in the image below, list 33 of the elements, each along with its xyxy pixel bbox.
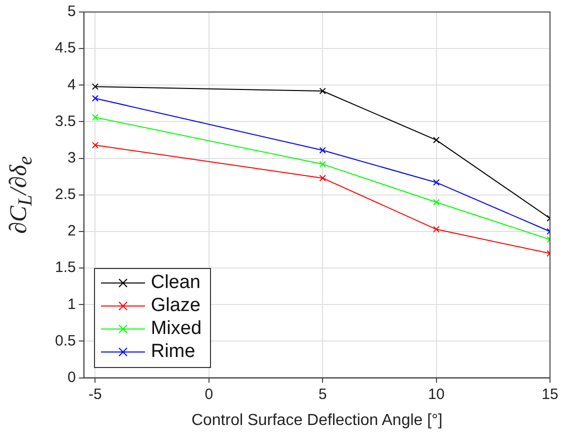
y-tick-label: 1.5 — [54, 259, 76, 276]
y-tick-label: 3.5 — [54, 112, 76, 130]
x-tick-label: 15 — [542, 386, 558, 403]
y-tick-label: 1 — [68, 296, 76, 313]
x-tick-label: 10 — [428, 386, 445, 403]
x-tick-label: -5 — [88, 386, 102, 403]
y-tick-label: 3 — [68, 149, 76, 166]
point — [432, 198, 440, 206]
legend-label: Rime — [150, 341, 196, 364]
point — [92, 95, 99, 102]
legend-label: Mixed — [150, 318, 202, 340]
y-tick-label: 0 — [68, 368, 76, 386]
point — [319, 160, 326, 168]
point — [432, 226, 440, 233]
point — [92, 83, 99, 90]
y-tick-label: 2 — [68, 222, 76, 240]
point — [92, 142, 99, 148]
x-axis-title: Control Surface Deflection Angle [°] — [191, 412, 442, 429]
y-tick-label: 4 — [68, 76, 76, 94]
x-tick-label: 0 — [204, 386, 214, 403]
y-tick-label: 5 — [68, 3, 76, 20]
y-tick-label: 2.5 — [54, 186, 76, 204]
y-tick-label: 0.5 — [54, 332, 76, 350]
legend-label: Glaze — [150, 295, 200, 318]
point — [432, 179, 440, 186]
point — [92, 114, 99, 121]
x-tick-label: 5 — [318, 386, 327, 403]
y-tick-label: 4.5 — [54, 40, 76, 57]
point — [319, 88, 326, 94]
point — [319, 146, 326, 154]
point — [432, 136, 440, 144]
legend-label: Clean — [150, 272, 200, 294]
point — [319, 174, 326, 182]
